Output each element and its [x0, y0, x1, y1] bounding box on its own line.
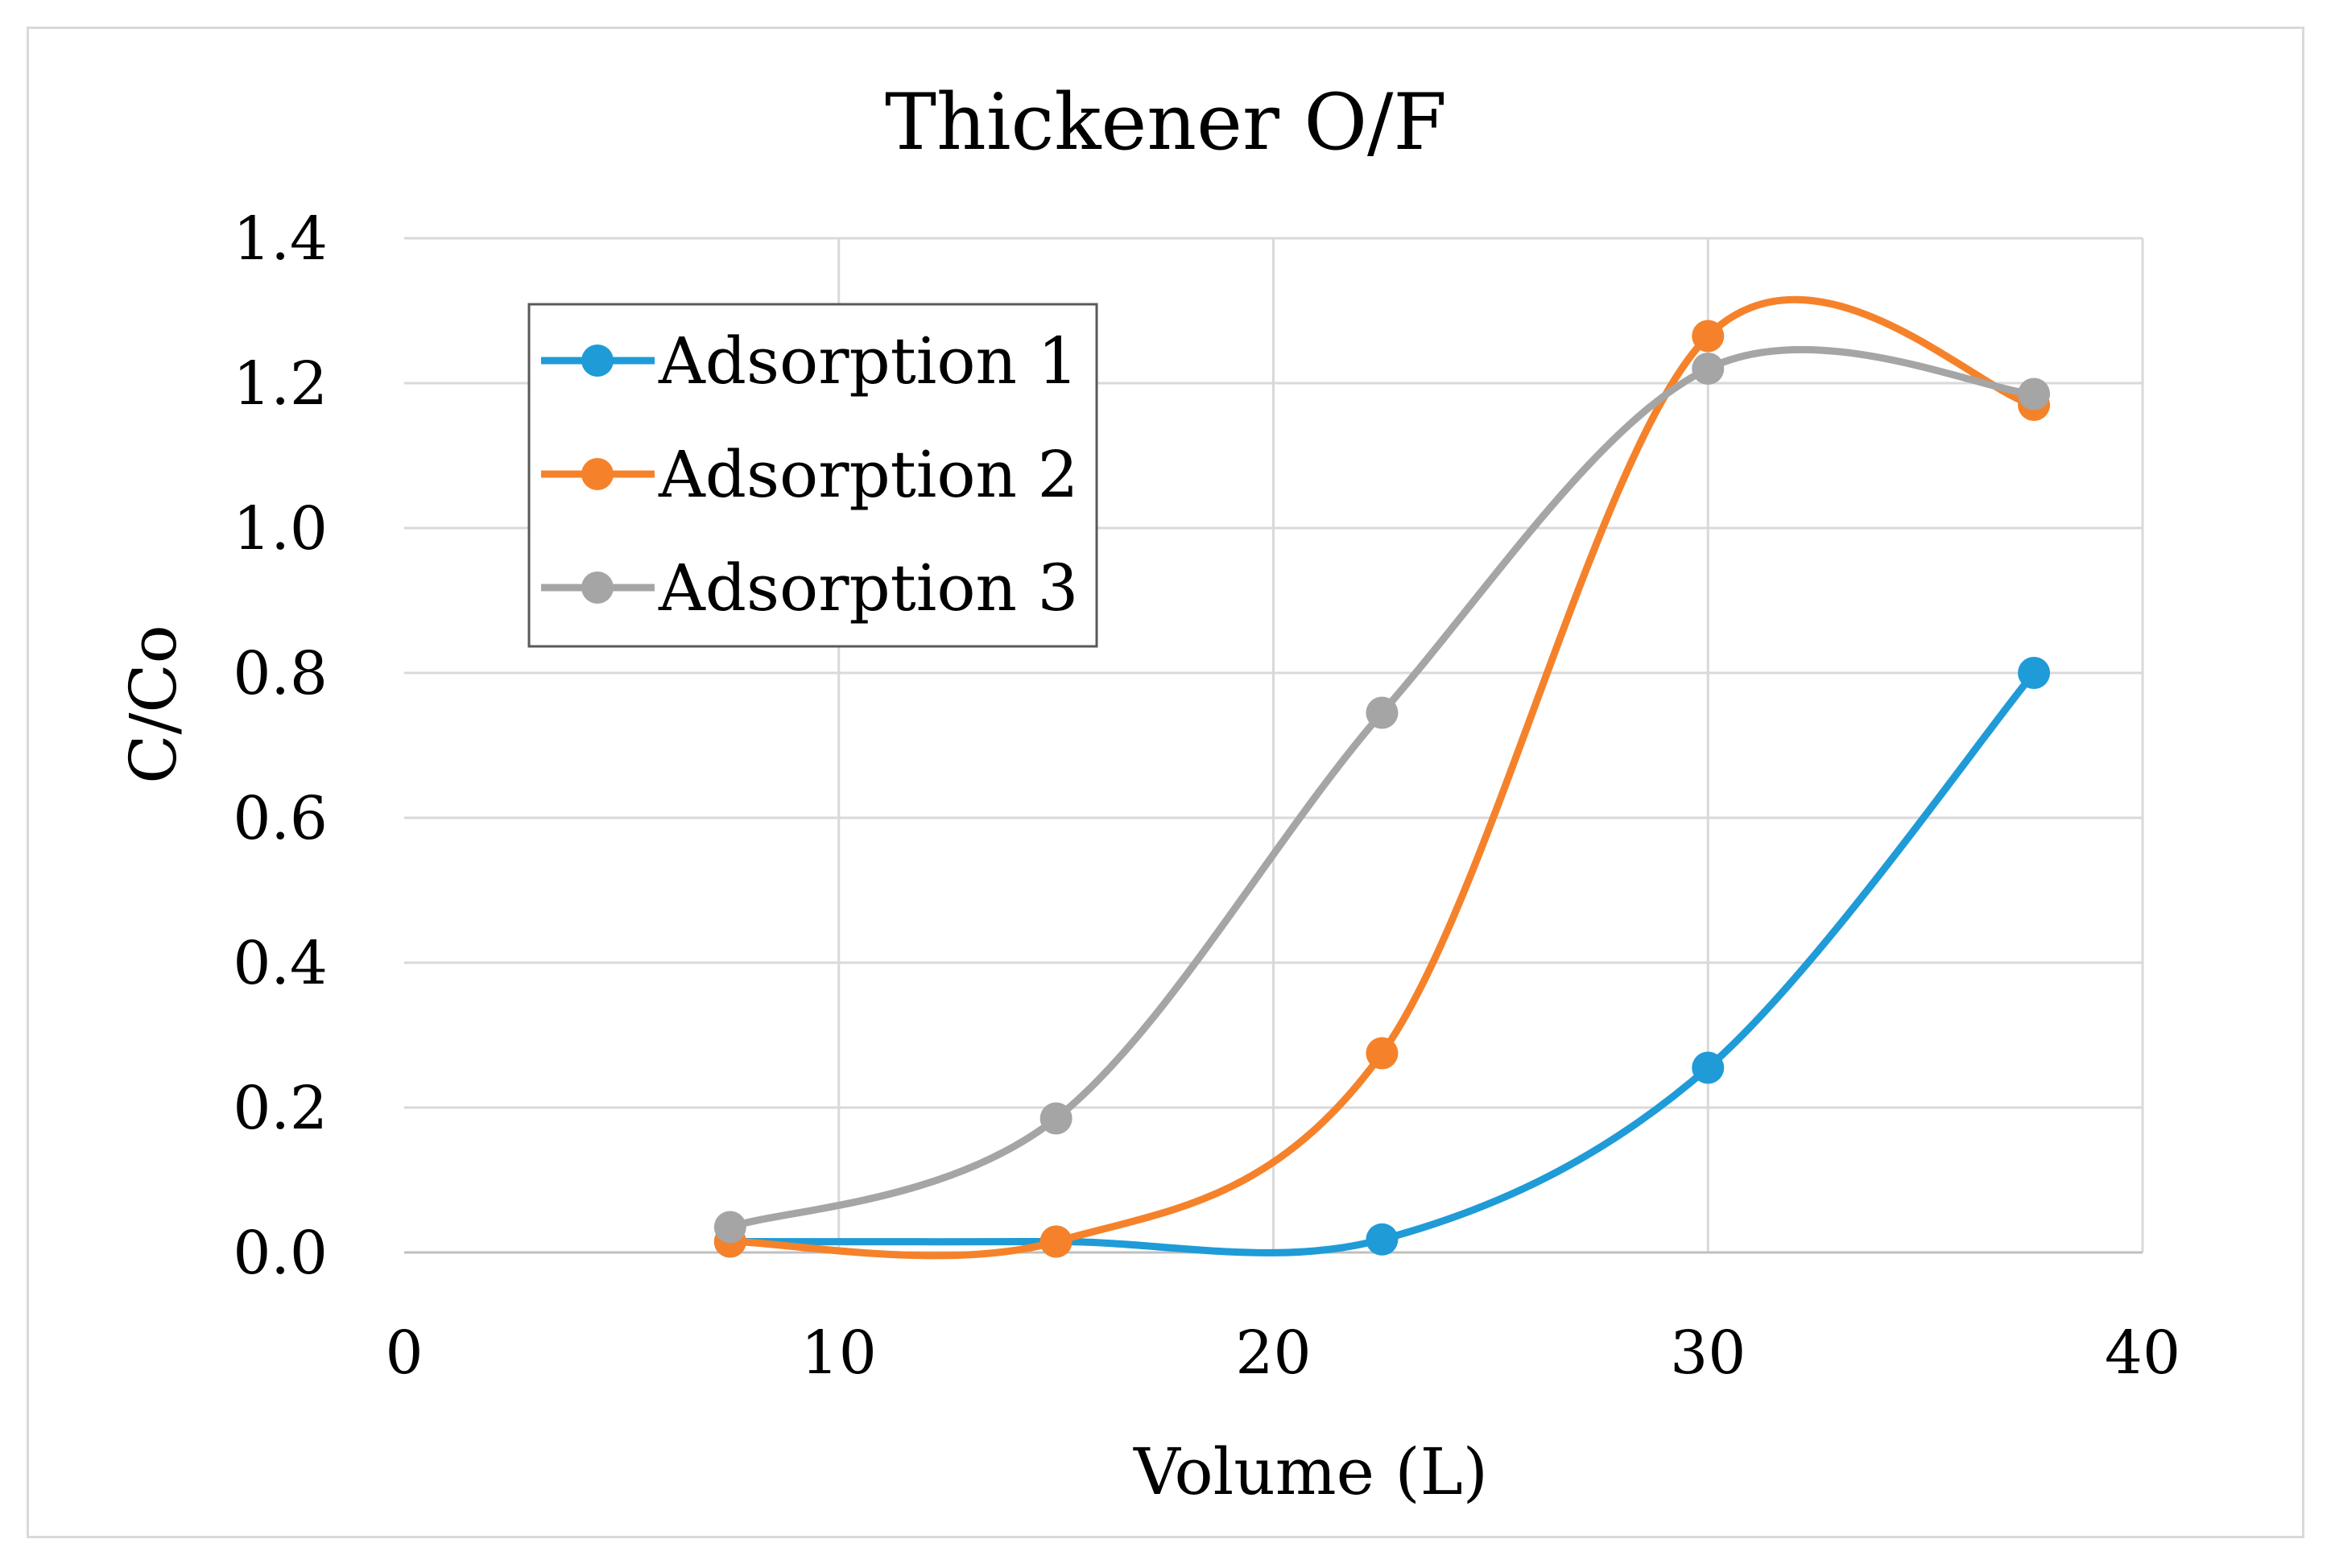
legend-label: Adsorption 3 — [658, 551, 1078, 625]
legend-marker — [581, 345, 614, 377]
y-tick-label: 0.6 — [233, 784, 328, 853]
data-point[interactable] — [1366, 1037, 1399, 1070]
chart-title: Thickener O/F — [885, 77, 1447, 167]
legend: Adsorption 1 Adsorption 2 Adsorption 3 — [527, 303, 1098, 648]
y-tick-label: 1.4 — [233, 204, 328, 274]
data-point[interactable] — [2018, 657, 2051, 689]
series-layer — [713, 295, 2051, 1260]
x-tick-label: 30 — [1670, 1318, 1746, 1388]
data-point[interactable] — [1039, 1102, 1073, 1135]
data-point[interactable] — [1692, 320, 1725, 353]
legend-marker — [581, 571, 614, 604]
series-3 — [713, 345, 2051, 1244]
y-tick-label: 0.2 — [233, 1074, 328, 1143]
y-tick-label: 0.4 — [233, 929, 328, 998]
legend-item-3: Adsorption 3 — [541, 551, 1078, 625]
x-tick-label: 20 — [1235, 1318, 1311, 1388]
data-point[interactable] — [1692, 353, 1725, 385]
y-tick-label: 1.2 — [233, 349, 328, 419]
y-tick-label: 0.0 — [233, 1219, 328, 1288]
legend-marker — [581, 458, 614, 490]
series-line-1 — [726, 669, 2038, 1256]
legend-item-1: Adsorption 1 — [541, 324, 1078, 398]
legend-label: Adsorption 2 — [658, 437, 1078, 512]
x-tick-label: 10 — [801, 1318, 877, 1388]
data-point[interactable] — [1692, 1051, 1725, 1084]
series-1 — [713, 657, 2051, 1258]
chart-frame — [27, 27, 2304, 1538]
data-point[interactable] — [713, 1211, 746, 1244]
y-axis-label: C/Co — [116, 625, 191, 784]
y-tick-label: 1.0 — [233, 494, 328, 563]
tick-layer: 0 10 20 30 40 0.0 0.2 0.4 0.6 0.8 1.0 1.2 1.4 — [233, 204, 2180, 1388]
data-point[interactable] — [1039, 1225, 1073, 1258]
x-tick-label: 0 — [385, 1318, 423, 1388]
data-point[interactable] — [2018, 378, 2051, 411]
legend-label: Adsorption 1 — [658, 324, 1078, 398]
x-tick-label: 40 — [2105, 1318, 2180, 1388]
x-axis-label: Volume (L) — [1133, 1434, 1488, 1509]
data-point[interactable] — [1366, 1223, 1399, 1256]
y-tick-label: 0.8 — [233, 639, 328, 708]
series-line-2 — [726, 295, 2038, 1260]
legend-item-2: Adsorption 2 — [541, 437, 1078, 512]
data-point[interactable] — [1366, 696, 1399, 729]
